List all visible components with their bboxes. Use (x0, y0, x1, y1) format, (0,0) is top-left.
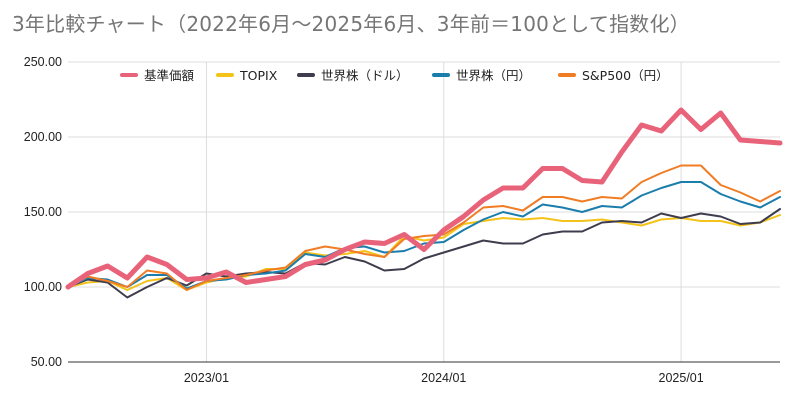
legend-label: S&P500（円） (582, 68, 669, 83)
series-line-5 (67, 164, 781, 291)
series-line-1 (65, 107, 783, 290)
series-lines (65, 107, 783, 299)
series-line-4 (67, 181, 781, 290)
y-axis-ticks: 250.00 200.00 150.00 100.00 50.00 (24, 55, 62, 369)
y-tick-label: 150.00 (24, 205, 62, 219)
x-tick-label: 2025/01 (659, 371, 704, 385)
legend-label: 世界株（ドル） (321, 68, 409, 83)
grid-lines (68, 61, 780, 362)
y-tick-label: 50.00 (31, 355, 62, 369)
legend-label: 世界株（円） (456, 68, 531, 83)
y-tick-label: 200.00 (24, 130, 62, 144)
series-line-2 (67, 214, 781, 291)
y-tick-label: 100.00 (24, 280, 62, 294)
legend-label: 基準価額 (144, 68, 195, 83)
legend: 基準価額 TOPIX 世界株（ドル） 世界株（円） S&P500（円） (120, 68, 669, 83)
x-tick-label: 2024/01 (421, 371, 466, 385)
x-axis-ticks: 2023/01 2024/01 2025/01 (184, 371, 704, 385)
x-tick-label: 2023/01 (184, 371, 229, 385)
chart-title: 3年比較チャート（2022年6月〜2025年6月、3年前＝100として指数化） (12, 12, 690, 36)
series-line-3 (67, 208, 781, 299)
legend-label: TOPIX (239, 68, 278, 83)
y-tick-label: 250.00 (24, 55, 62, 69)
